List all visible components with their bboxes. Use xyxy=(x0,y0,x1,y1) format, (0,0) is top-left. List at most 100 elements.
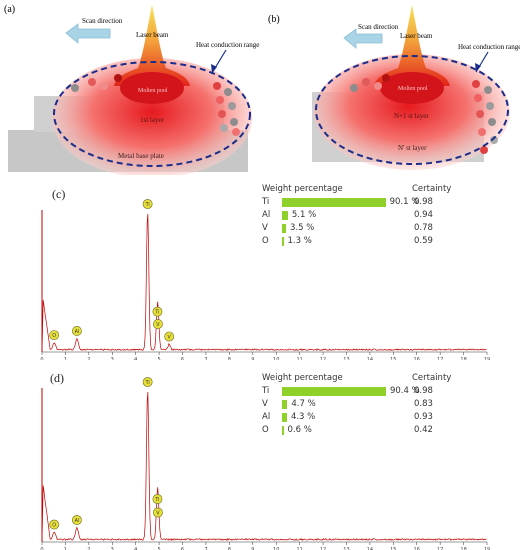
peak-marker-label: V xyxy=(156,322,160,328)
x-tick-label: 15 xyxy=(390,357,396,360)
laser-beam-label: Laser beam xyxy=(136,31,169,39)
certainty-value: 0.98 xyxy=(414,197,433,207)
weight-value: 90.4 % xyxy=(389,386,420,396)
x-tick-label: 12 xyxy=(320,547,326,550)
certainty-header: Certainty xyxy=(412,184,452,194)
heat-conduction-label: Heat conduction range xyxy=(196,41,259,49)
x-tick-label: 18 xyxy=(460,357,466,360)
scan-direction-label: Scan direction xyxy=(358,23,399,31)
pointer-arrowhead xyxy=(475,63,481,72)
peak-marker-label: Ti xyxy=(145,380,150,386)
peak-marker xyxy=(153,507,163,518)
panel-b-schematic: (b) Scan direction Laser beam Heat condu… xyxy=(268,5,520,170)
weight-value: 1.3 % xyxy=(287,236,312,246)
certainty-value: 0.94 xyxy=(414,210,433,220)
peak-marker xyxy=(142,199,153,209)
weight-value: 90.1 % xyxy=(389,197,420,207)
molten-pool xyxy=(120,72,184,104)
x-tick-label: 0 xyxy=(40,357,43,360)
x-tick-label: 11 xyxy=(296,357,302,360)
peak-marker-label: Al xyxy=(75,518,80,524)
x-tick-label: 18 xyxy=(460,547,466,550)
panel-a-schematic: (a) Scan direction Laser beam Heat condu… xyxy=(4,4,259,175)
layer-label: 1st layer xyxy=(140,116,165,124)
spectrum-line xyxy=(41,392,487,543)
weight-bar xyxy=(282,224,287,233)
molten-pool xyxy=(380,72,444,104)
layer-bottom-label: N' st layer xyxy=(398,144,427,152)
element-name: Ti xyxy=(262,197,270,207)
pointer-arrowhead xyxy=(211,64,217,73)
peak-marker xyxy=(142,377,153,387)
element-name: Al xyxy=(262,412,271,422)
x-tick-label: 1 xyxy=(64,547,67,550)
weight-value: 0.6 % xyxy=(287,425,312,435)
weight-bar xyxy=(282,413,287,422)
heat-conduction-boundary xyxy=(53,61,251,167)
x-tick-label: 16 xyxy=(414,547,420,550)
peak-marker xyxy=(71,326,82,336)
x-tick-label: 2 xyxy=(87,547,90,550)
peak-marker-label: V xyxy=(156,510,160,516)
spectrum-line xyxy=(41,214,487,353)
scan-direction-arrow xyxy=(65,23,111,44)
peak-marker-label: Al xyxy=(75,329,80,335)
element-name: O xyxy=(262,236,269,246)
peak-marker-label: O xyxy=(52,333,56,339)
laser-beam-label: Laser beam xyxy=(400,32,433,40)
x-tick-label: 17 xyxy=(437,357,443,360)
certainty-value: 0.98 xyxy=(414,386,433,396)
panel-d-weight-table: Weight percentage Certainty Ti 90.4 % 0.98… xyxy=(262,373,512,443)
peak-marker-label: Ti xyxy=(154,497,159,503)
peak-marker xyxy=(49,519,60,530)
x-tick-label: 10 xyxy=(273,357,279,360)
x-tick-label: 6 xyxy=(181,547,184,550)
weight-bar xyxy=(282,426,284,435)
layer-top-label: N+1 st layer xyxy=(394,112,429,120)
peak-marker-label: O xyxy=(52,522,56,528)
peak-marker xyxy=(164,331,175,342)
peak-marker-label: Ti xyxy=(145,202,150,208)
weight-header: Weight percentage xyxy=(262,373,343,383)
element-name: Al xyxy=(262,210,271,220)
x-tick-label: 4 xyxy=(134,547,137,550)
x-tick-label: 5 xyxy=(158,357,161,360)
x-tick-label: 19 xyxy=(484,357,490,360)
heat-conduction-boundary xyxy=(315,55,509,165)
x-tick-label: 2 xyxy=(87,357,90,360)
panel-d-eds-spectrum: 0123456789101112131415161718199,629 coun… xyxy=(40,377,490,550)
base-plate-label: Metal base plate xyxy=(118,152,164,160)
laser-beam xyxy=(374,5,450,86)
x-tick-label: 7 xyxy=(204,357,207,360)
powder-particles xyxy=(71,74,240,136)
weight-value: 4.7 % xyxy=(291,399,316,409)
certainty-value: 0.78 xyxy=(414,223,433,233)
peak-marker xyxy=(153,319,163,329)
x-tick-label: 13 xyxy=(343,357,349,360)
panel-d-label: (d) xyxy=(50,371,64,385)
x-tick-label: 17 xyxy=(437,547,443,550)
weight-bar xyxy=(282,387,386,396)
peak-marker-label: Ti xyxy=(154,309,159,315)
peak-marker xyxy=(71,515,82,525)
x-tick-label: 8 xyxy=(228,357,231,360)
certainty-value: 0.93 xyxy=(414,412,433,422)
heat-conduction-label: Heat conduction range xyxy=(458,43,520,51)
x-tick-label: 16 xyxy=(414,357,420,360)
weight-bar xyxy=(282,237,284,246)
x-tick-label: 3 xyxy=(111,547,114,550)
peak-marker xyxy=(152,494,163,504)
x-tick-label: 9 xyxy=(251,547,254,550)
x-tick-label: 10 xyxy=(273,547,279,550)
peak-marker-label: V xyxy=(168,334,172,340)
peak-marker xyxy=(49,330,60,340)
x-tick-label: 1 xyxy=(64,357,67,360)
molten-pool-label: Molten pool xyxy=(398,86,428,92)
x-tick-label: 4 xyxy=(134,357,137,360)
molten-pool-label: Molten pool xyxy=(138,88,168,94)
x-tick-label: 6 xyxy=(181,357,184,360)
x-tick-label: 5 xyxy=(158,547,161,550)
panel-a-label: (a) xyxy=(4,4,15,15)
element-name: O xyxy=(262,425,269,435)
x-tick-label: 8 xyxy=(228,547,231,550)
